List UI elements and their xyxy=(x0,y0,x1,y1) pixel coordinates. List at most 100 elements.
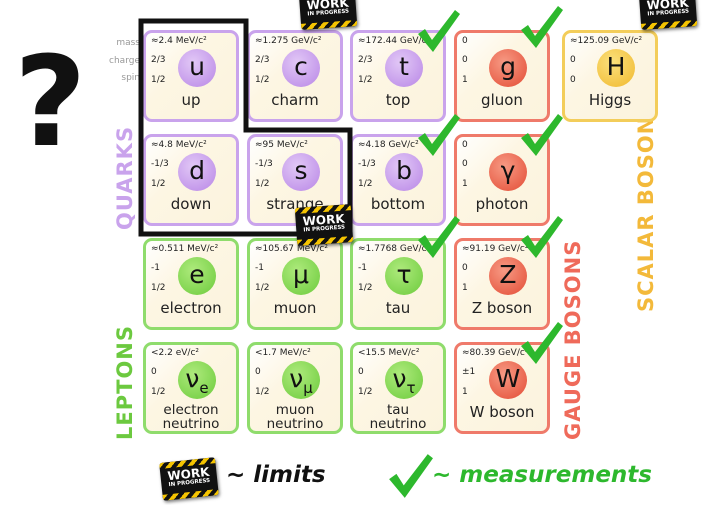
particle-symbol: u xyxy=(189,52,205,81)
particle-symbol-ball: e xyxy=(178,257,216,295)
charge-value: -1/3 xyxy=(151,159,169,169)
particle-name: muon xyxy=(273,299,317,317)
particle-name: electron xyxy=(160,299,222,317)
charge-value: 2/3 xyxy=(151,55,166,65)
particle-symbol-ball: νeνe xyxy=(178,361,216,399)
particle-card-tau-neutrino: <15.5 MeV/c² 0 1/2 ντντ tau neutrino xyxy=(350,342,446,434)
spin-value: 1 xyxy=(462,75,468,85)
spin-value: 1/2 xyxy=(255,283,270,293)
charge-value: ±1 xyxy=(462,367,476,377)
mass-value: ≈125.09 GeV/c² xyxy=(570,36,643,46)
particle-name: muon neutrino xyxy=(266,402,324,432)
particle-name: Z boson xyxy=(471,299,533,317)
wip-badge-charm: WORK IN PROGRESS xyxy=(298,0,358,30)
spin-value: 0 xyxy=(570,75,576,85)
particle-symbol: H xyxy=(606,52,626,81)
mass-value: ≈0.511 MeV/c² xyxy=(151,244,219,254)
mass-value: ≈172.44 GeV/c² xyxy=(358,36,431,46)
charge-value: -1 xyxy=(358,263,367,273)
particle-symbol: g xyxy=(500,52,516,81)
spin-value: 1/2 xyxy=(151,75,166,85)
particle-card-electron: ≈0.511 MeV/c² -1 1/2 e electron xyxy=(143,238,239,330)
particle-symbol: e xyxy=(189,260,205,289)
particle-card-muon: ≈105.67 MeV/c² -1 1/2 μ muon xyxy=(247,238,343,330)
particle-name: up xyxy=(181,91,201,109)
charge-value: -1/3 xyxy=(358,159,376,169)
mass-value: ≈1.7768 GeV/c² xyxy=(358,244,431,254)
mass-value: ≈91.19 GeV/c² xyxy=(462,244,529,254)
charge-value: 0 xyxy=(151,367,157,377)
spin-value: 1/2 xyxy=(358,179,373,189)
mass-value: 0 xyxy=(462,140,468,150)
particle-name: photon xyxy=(475,195,529,213)
charge-value: 0 xyxy=(462,263,468,273)
particle-card-tau: ≈1.7768 GeV/c² -1 1/2 τ tau xyxy=(350,238,446,330)
particle-name: gluon xyxy=(481,91,523,109)
mass-value: <15.5 MeV/c² xyxy=(358,348,420,358)
particle-name: tau xyxy=(385,299,411,317)
mass-value: ≈1.275 GeV/c² xyxy=(255,36,322,46)
particle-card-higgs: ≈125.09 GeV/c² 0 0 H Higgs xyxy=(562,30,658,122)
wip-badge-higgs: WORK IN PROGRESS xyxy=(638,0,698,30)
spin-value: 1 xyxy=(462,387,468,397)
row-label-mass: mass xyxy=(116,38,140,48)
checkmark-icon xyxy=(521,322,563,364)
charge-value: -1 xyxy=(151,263,160,273)
particle-symbol-ball: W xyxy=(489,361,527,399)
particle-symbol: Z xyxy=(499,260,517,289)
particle-name: bottom xyxy=(370,195,426,213)
row-label-charge: charge xyxy=(109,56,140,66)
charge-value: -1/3 xyxy=(255,159,273,169)
charge-value: 0 xyxy=(570,55,576,65)
particle-card-gluon: 0 0 1 g gluon xyxy=(454,30,550,122)
charge-value: 0 xyxy=(462,55,468,65)
particle-symbol: τ xyxy=(396,260,412,289)
particle-name: electron neutrino xyxy=(162,402,220,432)
spin-value: 1 xyxy=(462,179,468,189)
checkmark-icon xyxy=(418,114,460,156)
particle-card-up: ≈2.4 MeV/c² 2/3 1/2 u up xyxy=(143,30,239,122)
spin-value: 1 xyxy=(462,283,468,293)
spin-value: 1/2 xyxy=(358,283,373,293)
spin-value: 1/2 xyxy=(255,387,270,397)
checkmark-icon xyxy=(418,10,460,52)
mass-value: ≈80.39 GeV/c² xyxy=(462,348,529,358)
mass-value: ≈4.8 MeV/c² xyxy=(151,140,207,150)
particle-card-charm: ≈1.275 GeV/c² 2/3 1/2 c charm xyxy=(247,30,343,122)
spin-value: 1/2 xyxy=(358,75,373,85)
checkmark-icon xyxy=(521,6,563,48)
particle-symbol: c xyxy=(294,52,308,81)
legend-wip-badge: WORK IN PROGRESS xyxy=(159,457,219,501)
particle-card-muon-neutrino: <1.7 MeV/c² 0 1/2 νμνμ muon neutrino xyxy=(247,342,343,434)
spin-value: 1/2 xyxy=(255,75,270,85)
particle-symbol-ball: τ xyxy=(385,257,423,295)
wip-badge-muon: WORK IN PROGRESS xyxy=(294,204,354,246)
legend-measurements-text: ~ measurements xyxy=(432,462,652,488)
row-label-spin: spin xyxy=(121,73,140,83)
spin-value: 1/2 xyxy=(358,387,373,397)
charge-value: 2/3 xyxy=(255,55,270,65)
particle-symbol-ball: μ xyxy=(282,257,320,295)
checkmark-icon xyxy=(521,216,563,258)
spin-value: 1/2 xyxy=(255,179,270,189)
particle-symbol-ball: ντντ xyxy=(385,361,423,399)
spin-value: 1/2 xyxy=(151,283,166,293)
charge-value: -1 xyxy=(255,263,264,273)
charge-value: 0 xyxy=(462,159,468,169)
particle-symbol: μ xyxy=(293,260,309,289)
mass-value: 0 xyxy=(462,36,468,46)
particle-symbol-ball: H xyxy=(597,49,635,87)
particle-name: tau neutrino xyxy=(369,402,427,432)
particle-symbol-ball: νμνμ xyxy=(282,361,320,399)
mass-value: ≈105.67 MeV/c² xyxy=(255,244,328,254)
mass-value: ≈4.18 GeV/c² xyxy=(358,140,419,150)
particle-symbol-ball: s xyxy=(282,153,320,191)
mass-value: <2.2 eV/c² xyxy=(151,348,199,358)
particle-name: top xyxy=(385,91,411,109)
particle-symbol: d xyxy=(189,156,205,185)
particle-symbol-ball: γ xyxy=(489,153,527,191)
particle-symbol-ball: u xyxy=(178,49,216,87)
particle-card-down: ≈4.8 MeV/c² -1/3 1/2 d down xyxy=(143,134,239,226)
